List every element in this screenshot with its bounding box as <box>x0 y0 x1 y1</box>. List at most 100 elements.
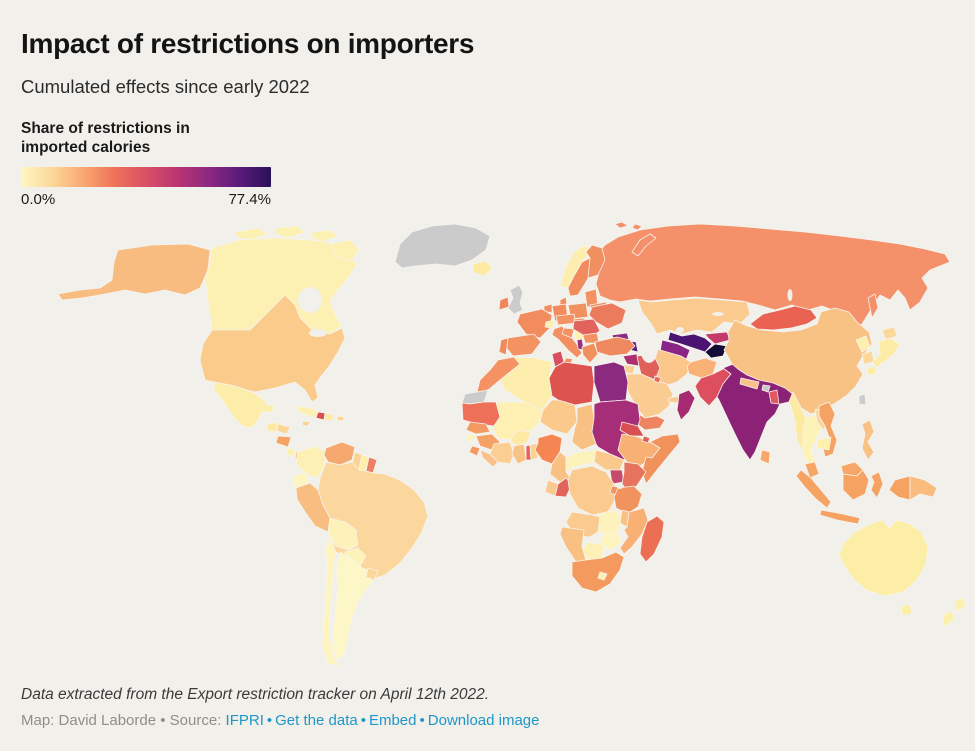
country-new-zealand-south[interactable] <box>941 609 956 628</box>
great-lakes <box>309 329 327 337</box>
country-liberia[interactable] <box>479 449 499 468</box>
country-north-korea[interactable] <box>855 335 871 353</box>
country-guatemala[interactable] <box>265 421 279 433</box>
country-malaysia-peninsular[interactable] <box>804 461 820 479</box>
country-tanzania[interactable] <box>613 485 643 515</box>
country-czechia-austria[interactable] <box>555 313 577 326</box>
country-chad[interactable] <box>571 403 597 451</box>
country-russia-arctic-isles[interactable] <box>614 221 643 231</box>
country-bolivia[interactable] <box>327 517 359 551</box>
country-greenland[interactable] <box>394 223 491 269</box>
country-dominican-republic[interactable] <box>323 412 335 422</box>
country-australia[interactable] <box>838 519 929 597</box>
country-croatia-bosnia[interactable] <box>561 327 575 339</box>
country-eritrea[interactable] <box>619 421 645 437</box>
country-japan-hokkaido[interactable] <box>881 326 898 341</box>
country-ivory-coast[interactable] <box>489 441 515 465</box>
country-syria[interactable] <box>622 353 640 367</box>
country-nepal[interactable] <box>739 377 760 390</box>
country-russia[interactable] <box>595 223 951 333</box>
country-congo[interactable] <box>554 477 573 498</box>
country-uk[interactable] <box>507 284 524 315</box>
country-greece[interactable] <box>581 342 599 364</box>
country-canada-arctic3[interactable] <box>311 229 339 243</box>
country-turkey[interactable] <box>594 336 636 357</box>
country-costa-rica[interactable] <box>285 447 297 458</box>
country-canada-arctic2[interactable] <box>274 225 306 239</box>
country-puerto-rico[interactable] <box>336 415 345 422</box>
country-australia-tasmania[interactable] <box>900 603 913 616</box>
country-spain[interactable] <box>504 333 542 357</box>
country-kyrgyzstan[interactable] <box>704 331 731 345</box>
country-mexico[interactable] <box>213 381 276 429</box>
country-mongolia[interactable] <box>749 305 818 331</box>
country-portugal[interactable] <box>498 337 509 356</box>
country-south-africa[interactable] <box>571 551 625 593</box>
country-vietnam[interactable] <box>818 401 838 458</box>
country-sri-lanka[interactable] <box>759 449 771 465</box>
country-ireland[interactable] <box>498 296 510 311</box>
country-dr-congo[interactable] <box>567 465 616 516</box>
country-somalia[interactable] <box>641 433 681 485</box>
embed-link[interactable]: Embed <box>368 712 417 729</box>
country-venezuela[interactable] <box>323 441 356 466</box>
country-indonesia-kalimantan[interactable] <box>842 469 870 501</box>
download-image-link[interactable]: Download image <box>427 712 540 729</box>
country-russia-novaya-zemlya[interactable] <box>631 233 657 257</box>
country-ghana[interactable] <box>511 443 527 465</box>
country-indonesia-sulawesi[interactable] <box>870 471 884 499</box>
country-burkina-faso[interactable] <box>509 429 531 447</box>
country-nicaragua[interactable] <box>275 435 292 448</box>
country-cameroon[interactable] <box>549 451 573 483</box>
get-the-data-link[interactable]: Get the data <box>275 712 358 729</box>
country-egypt[interactable] <box>593 361 629 403</box>
country-indonesia-java[interactable] <box>819 509 861 525</box>
country-kazakhstan[interactable] <box>637 297 751 335</box>
country-zimbabwe[interactable] <box>599 531 623 551</box>
country-alaska[interactable] <box>57 243 211 301</box>
country-iceland[interactable] <box>472 260 493 277</box>
bullet-separator: • <box>419 712 425 729</box>
country-chile[interactable] <box>321 537 341 667</box>
country-niger[interactable] <box>539 399 578 435</box>
country-uzbekistan[interactable] <box>667 331 713 353</box>
country-philippines[interactable] <box>861 419 875 461</box>
country-japan-kyushu[interactable] <box>866 365 877 376</box>
country-cambodia[interactable] <box>816 436 832 451</box>
country-taiwan[interactable] <box>858 393 867 406</box>
country-sierra-leone[interactable] <box>468 445 481 457</box>
country-france[interactable] <box>516 308 553 339</box>
country-senegal[interactable] <box>465 421 491 435</box>
country-djibouti[interactable] <box>641 435 651 444</box>
country-jamaica[interactable] <box>301 420 311 427</box>
country-haiti[interactable] <box>315 411 326 421</box>
country-benelux[interactable] <box>543 303 553 314</box>
country-switzerland[interactable] <box>544 319 555 329</box>
country-japan-honshu[interactable] <box>872 337 901 369</box>
country-indonesia-west-papua[interactable] <box>888 475 911 501</box>
country-namibia[interactable] <box>559 526 587 563</box>
country-colombia[interactable] <box>295 445 327 479</box>
country-kuwait[interactable] <box>653 375 662 384</box>
country-guinea-bissau[interactable] <box>465 433 477 443</box>
source-link-ifpri[interactable]: IFPRI <box>225 712 264 729</box>
country-canada-baffin[interactable] <box>329 239 361 263</box>
country-oman[interactable] <box>676 389 696 421</box>
country-bhutan[interactable] <box>761 384 771 393</box>
country-lesotho[interactable] <box>597 571 608 581</box>
country-bangladesh[interactable] <box>768 389 780 405</box>
country-canada-arctic1[interactable] <box>234 227 269 241</box>
country-uruguay[interactable] <box>365 567 379 581</box>
country-zambia[interactable] <box>597 509 623 536</box>
country-ukraine[interactable] <box>588 302 627 330</box>
country-libya[interactable] <box>548 361 595 406</box>
country-indonesia-sumatra[interactable] <box>795 469 832 509</box>
country-madagascar[interactable] <box>639 515 665 563</box>
country-papua-new-guinea[interactable] <box>909 475 938 501</box>
country-mauritania[interactable] <box>461 401 501 427</box>
country-new-zealand-north[interactable] <box>953 596 967 613</box>
country-russia-sakhalin[interactable] <box>867 293 879 319</box>
country-finland[interactable] <box>585 244 606 279</box>
country-honduras[interactable] <box>276 423 291 435</box>
country-mozambique[interactable] <box>619 507 649 555</box>
